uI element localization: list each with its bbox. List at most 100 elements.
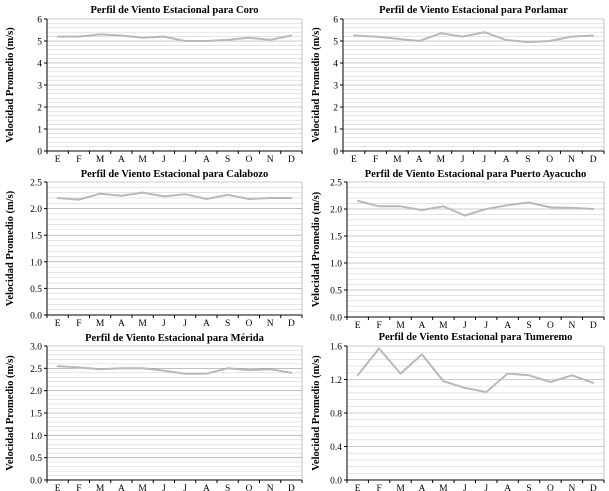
chart-title: Perfil de Viento Estacional para Mérida	[85, 333, 265, 344]
x-tick-label: E	[55, 484, 61, 491]
y-tick-label: 0.4	[330, 443, 342, 453]
data-point	[485, 391, 488, 393]
x-tick-label: A	[203, 319, 210, 329]
data-point	[526, 41, 529, 43]
chart-title: Perfil de Viento Estacional para Puerto …	[365, 169, 586, 180]
y-tick-label: 4	[333, 60, 338, 70]
chart-panel-5: 0.0 0.5 1.0 1.5 2.0 2.5 3.0 E F M A M J J A S O N D Perfil …	[5, 333, 303, 491]
x-tick-label: A	[503, 155, 510, 165]
chart-panel-6: 0.0 0.4 0.8 1.2 1.6 E F M A M J J A S O N D Perfil de Vie…	[311, 332, 605, 491]
x-tick-label: M	[437, 155, 446, 165]
y-tick-label: 0	[37, 148, 42, 158]
x-tick-label: M	[96, 319, 105, 329]
x-tick-label: O	[245, 319, 252, 329]
y-axis-label: Velocidad Promedio (m/s)	[311, 27, 322, 143]
chart-panel-1: 0 1 2 3 4 5 6 E F M A M J J A S O N D Perfil de Viento Esta…	[5, 5, 303, 165]
x-tick-label: D	[288, 155, 295, 165]
y-tick-label: 0.5	[30, 454, 42, 464]
y-tick-label: 1.6	[330, 343, 342, 353]
series-line	[57, 191, 292, 201]
x-tick-label: F	[76, 155, 81, 165]
x-tick-label: S	[225, 155, 230, 165]
data-point	[205, 40, 208, 42]
data-point	[120, 367, 123, 370]
y-tick-label: 3	[37, 82, 42, 92]
data-point	[592, 208, 595, 210]
data-point	[418, 40, 421, 42]
x-tick-label: M	[138, 484, 147, 491]
chart-panel-4: 0.0 0.5 1.0 1.5 2.0 2.5 E F M A M J J A S O N D Perfil de …	[311, 169, 605, 331]
x-tick-label: O	[547, 321, 554, 331]
data-point	[247, 198, 250, 200]
x-tick-label: A	[416, 155, 423, 165]
data-point	[269, 368, 272, 371]
x-tick-label: O	[547, 484, 554, 491]
data-point	[184, 40, 187, 42]
x-tick-label: D	[590, 155, 597, 165]
chart-panel-2: 0 1 2 3 4 5 6 E F M A M J J A S O N D Perfil de Viento Esta…	[311, 5, 605, 165]
x-tick-label: N	[267, 155, 274, 165]
x-tick-label: O	[245, 155, 252, 165]
x-tick-label: M	[138, 319, 147, 329]
x-tick-label: A	[203, 155, 210, 165]
y-axis-label: Velocidad Promedio (m/s)	[5, 27, 16, 143]
grid-lines	[47, 23, 302, 147]
x-tick-label: J	[483, 155, 487, 165]
data-point	[570, 207, 573, 209]
data-point	[399, 205, 402, 208]
y-tick-label: 2.0	[330, 206, 342, 216]
data-point	[483, 31, 486, 34]
data-point	[485, 208, 488, 210]
data-point	[549, 381, 552, 383]
x-tick-label: D	[288, 484, 295, 491]
data-point	[162, 35, 165, 38]
data-point	[570, 374, 573, 377]
x-tick-label: M	[393, 155, 402, 165]
grid-lines	[47, 187, 302, 310]
data-point	[162, 369, 165, 372]
data-point	[506, 204, 509, 207]
x-tick-label: E	[55, 155, 61, 165]
y-tick-label: 0.0	[330, 477, 342, 487]
data-point	[290, 197, 293, 199]
data-point	[99, 192, 102, 195]
data-point	[548, 40, 551, 42]
x-tick-label: J	[162, 155, 166, 165]
series-line	[356, 347, 594, 394]
data-point	[352, 34, 355, 37]
data-point	[442, 205, 445, 208]
data-point	[505, 39, 508, 41]
y-tick-label: 5	[333, 38, 338, 48]
x-tick-label: F	[76, 319, 81, 329]
y-axis-label: Velocidad Promedio (m/s)	[5, 355, 16, 471]
y-tick-label: 0.0	[30, 312, 42, 322]
x-tick-label: A	[118, 319, 125, 329]
x-tick-label: J	[484, 321, 488, 331]
chart-title: Perfil de Viento Estacional para Tumerem…	[379, 332, 573, 343]
series-line	[57, 33, 292, 42]
data-point	[592, 34, 595, 37]
x-tick-label: D	[288, 319, 295, 329]
y-tick-label: 2	[37, 104, 42, 114]
x-tick-label: S	[225, 319, 230, 329]
y-tick-label: 3.0	[30, 343, 42, 353]
x-tick-label: A	[118, 484, 125, 491]
y-tick-label: 1.5	[30, 232, 42, 242]
series-line	[353, 31, 594, 44]
data-point	[356, 200, 359, 202]
y-tick-label: 1	[333, 126, 338, 136]
x-tick-label: M	[396, 321, 405, 331]
x-tick-label: M	[96, 484, 105, 491]
data-point	[549, 206, 552, 209]
data-point	[374, 35, 377, 38]
x-tick-label: J	[183, 319, 187, 329]
y-tick-label: 1.0	[30, 258, 42, 268]
data-point	[269, 39, 272, 41]
y-tick-label: 2.5	[330, 179, 342, 189]
y-axis-label: Velocidad Promedio (m/s)	[311, 355, 322, 471]
series-line	[357, 199, 594, 217]
data-point	[77, 366, 80, 369]
chart-title: Perfil de Viento Estacional para Calaboz…	[81, 169, 269, 180]
grid-lines	[347, 187, 604, 312]
